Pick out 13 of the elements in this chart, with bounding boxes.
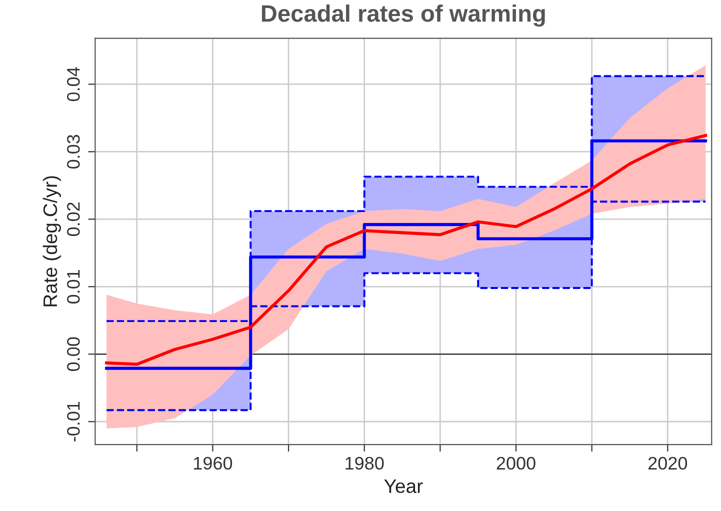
y-tick-label: 0.01 (67, 270, 80, 304)
y-tick-label: 0.00 (67, 337, 80, 372)
y-tick-label: -0.01 (67, 402, 80, 442)
y-tick-label: 0.03 (67, 134, 80, 169)
y-axis-title: Rate (deg.C/yr) (42, 176, 61, 306)
x-tick-label: 2020 (648, 456, 688, 470)
x-tick-label: 1980 (346, 456, 384, 470)
x-tick-label: 1960 (194, 456, 232, 470)
y-tick-label: 0.02 (67, 202, 80, 236)
x-axis-title: Year (384, 479, 423, 494)
x-tick-label: 2000 (496, 456, 536, 470)
chart-title: Decadal rates of warming (262, 4, 545, 27)
y-tick-label: 0.04 (67, 67, 80, 102)
